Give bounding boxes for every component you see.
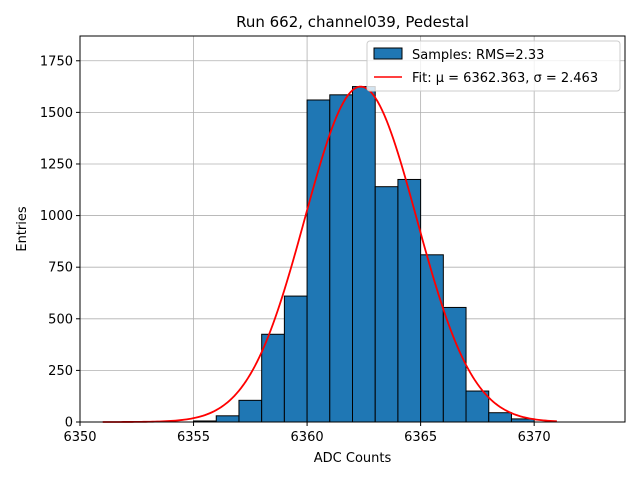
y-tick-label: 1000 — [40, 209, 73, 224]
histogram-bar — [306, 99, 331, 423]
fit-curve — [102, 85, 557, 423]
histogram-bar — [261, 333, 285, 423]
x-tick-label: 6360 — [291, 430, 324, 445]
x-tick-label: 6370 — [518, 430, 551, 445]
legend-swatch-histogram — [373, 47, 403, 60]
histogram-bar — [283, 295, 308, 423]
histogram-bar — [238, 399, 263, 423]
histogram-bar — [465, 390, 490, 423]
legend-label-fit: Fit: μ = 6362.363, σ = 2.463 — [412, 71, 598, 86]
y-tick-label: 0 — [65, 416, 73, 431]
y-tick-label: 1250 — [40, 157, 73, 172]
histogram-bar — [329, 94, 353, 423]
plot-frame — [79, 35, 626, 423]
histogram-bar — [352, 86, 376, 423]
y-tick-label: 500 — [48, 312, 73, 327]
histogram-bar — [397, 178, 422, 423]
y-tick-label: 750 — [48, 261, 73, 276]
y-tick-label: 250 — [48, 364, 73, 379]
legend-label-histogram: Samples: RMS=2.33 — [412, 48, 544, 63]
x-tick-label: 6355 — [177, 430, 210, 445]
fit-layer — [102, 85, 557, 423]
y-tick-label: 1750 — [40, 54, 73, 69]
histogram-bar — [488, 412, 512, 423]
ticks-layer: 6350 6355 6360 6365 6370 0 250 500 750 1000 1250 15… — [40, 54, 551, 445]
x-axis-label: ADC Counts — [314, 451, 392, 466]
y-axis-label: Entries — [15, 206, 30, 252]
bars-layer — [193, 86, 535, 423]
histogram-bar — [442, 306, 467, 423]
x-tick-label: 6365 — [404, 430, 437, 445]
histogram-bar — [374, 186, 399, 423]
x-tick-label: 6350 — [63, 430, 96, 445]
legend: Samples: RMS=2.33 Fit: μ = 6362.363, σ =… — [366, 40, 621, 92]
y-tick-label: 1500 — [40, 106, 73, 121]
histogram-bar — [420, 254, 444, 423]
chart-title: Run 662, channel039, Pedestal — [236, 13, 469, 31]
legend-box — [366, 40, 621, 92]
histogram-bar — [215, 415, 240, 423]
